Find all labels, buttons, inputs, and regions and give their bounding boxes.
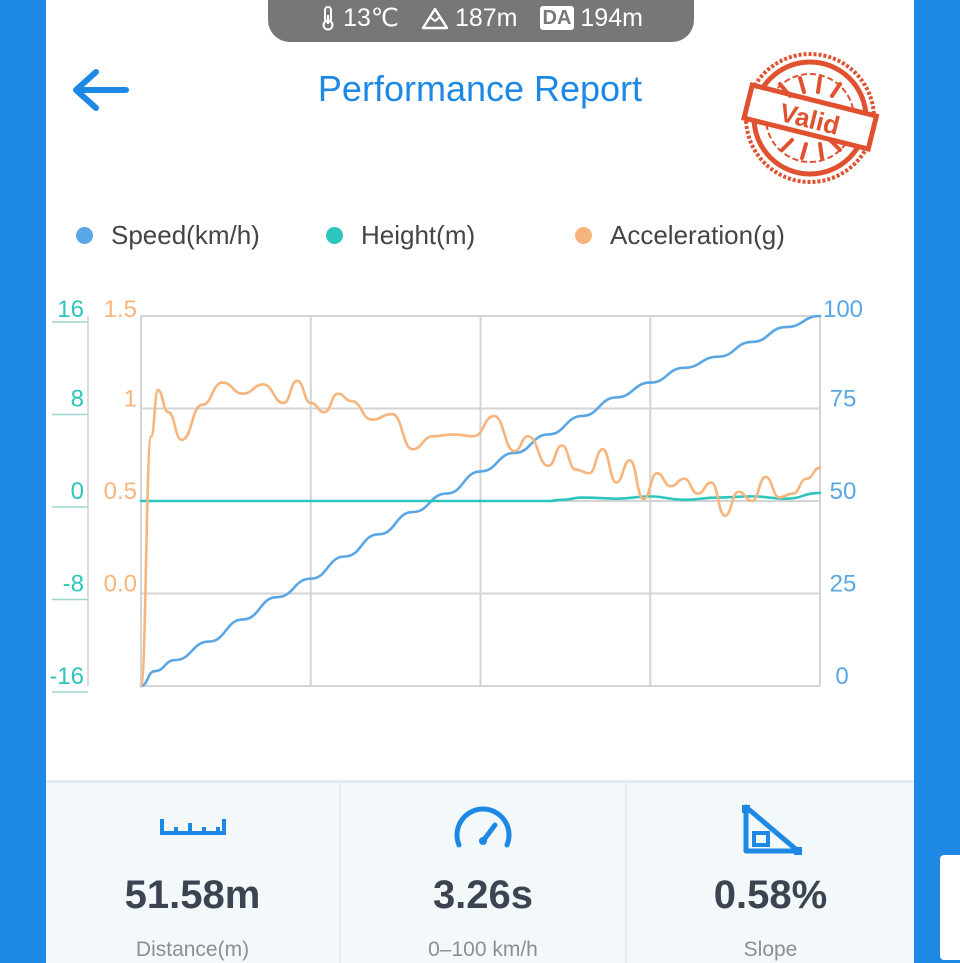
legend-item-height[interactable]: Height(m) — [326, 220, 475, 251]
slope-value: 0.58% — [713, 873, 828, 917]
temperature-value: 13℃ — [343, 4, 399, 32]
slope-label: Slope — [743, 938, 798, 961]
speed-tick-label: 50 — [830, 478, 857, 505]
height-tick-label: -8 — [63, 571, 84, 598]
speed-dot-icon — [76, 227, 93, 244]
series-line-acceleration — [139, 379, 822, 688]
density-altitude-value: 194m — [580, 3, 643, 32]
height-tick-label: 0 — [71, 478, 84, 505]
acceleration-tick-label: 1 — [124, 386, 137, 413]
elevation-value: 187m — [454, 3, 518, 32]
back-button[interactable] — [68, 66, 132, 118]
chart-legend: Speed(km/h) Height(m) Acceleration(g) — [0, 220, 960, 256]
page-title: Performance Report — [317, 68, 643, 109]
height-tick-label: 16 — [57, 296, 84, 323]
density-altitude-readout: DA 194m — [539, 3, 643, 33]
conditions-status-pill: 13℃ 187m DA 194m — [268, 0, 694, 42]
legend-label: Height(m) — [361, 220, 476, 250]
stat-slope: 0.58% Slope — [627, 783, 914, 963]
speed-tick-label: 75 — [830, 386, 857, 413]
stat-acceleration-time: 3.26s 0–100 km/h — [341, 783, 627, 963]
elevation-readout: 187m — [421, 4, 518, 33]
acceleration-time-value: 3.26s — [432, 873, 534, 917]
arrow-left-icon — [73, 69, 129, 111]
acceleration-tick-label: 0.5 — [104, 478, 137, 505]
thermometer-icon — [322, 6, 334, 31]
height-dot-icon — [326, 227, 343, 244]
acceleration-time-label: 0–100 km/h — [428, 938, 538, 961]
distance-label: Distance(m) — [135, 938, 250, 961]
acceleration-tick-label: 1.5 — [104, 296, 137, 323]
mountain-icon — [421, 7, 449, 30]
height-tick-label: -16 — [49, 663, 84, 690]
legend-item-acceleration[interactable]: Acceleration(g) — [575, 220, 785, 251]
stats-panel: 51.58m Distance(m) 3.26s 0–100 km/h 0.58… — [46, 780, 914, 963]
acceleration-dot-icon — [575, 227, 592, 244]
legend-label: Acceleration(g) — [610, 220, 785, 250]
speedometer-icon — [454, 806, 512, 848]
acceleration-tick-label: 0.0 — [104, 571, 137, 598]
da-badge: DA — [539, 6, 575, 30]
temperature-readout: 13℃ — [319, 3, 399, 33]
performance-chart: 16 8 0 -8 -16 1.5 1 0.5 0.0 100 75 50 25 0 — [49, 296, 863, 693]
valid-stamp: Valid — [740, 52, 880, 184]
speed-tick-label: 25 — [830, 571, 857, 598]
slope-icon — [741, 804, 802, 855]
height-tick-label: 8 — [71, 386, 84, 413]
distance-value: 51.58m — [124, 873, 261, 917]
speed-tick-label: 0 — [835, 663, 848, 690]
legend-item-speed[interactable]: Speed(km/h) — [76, 220, 260, 251]
series-line-speed — [139, 314, 822, 688]
stat-distance: 51.58m Distance(m) — [46, 783, 341, 963]
edge-scroll-tab[interactable] — [940, 855, 960, 960]
ruler-icon — [159, 819, 226, 835]
speed-tick-label: 100 — [823, 296, 863, 323]
legend-label: Speed(km/h) — [111, 220, 260, 250]
